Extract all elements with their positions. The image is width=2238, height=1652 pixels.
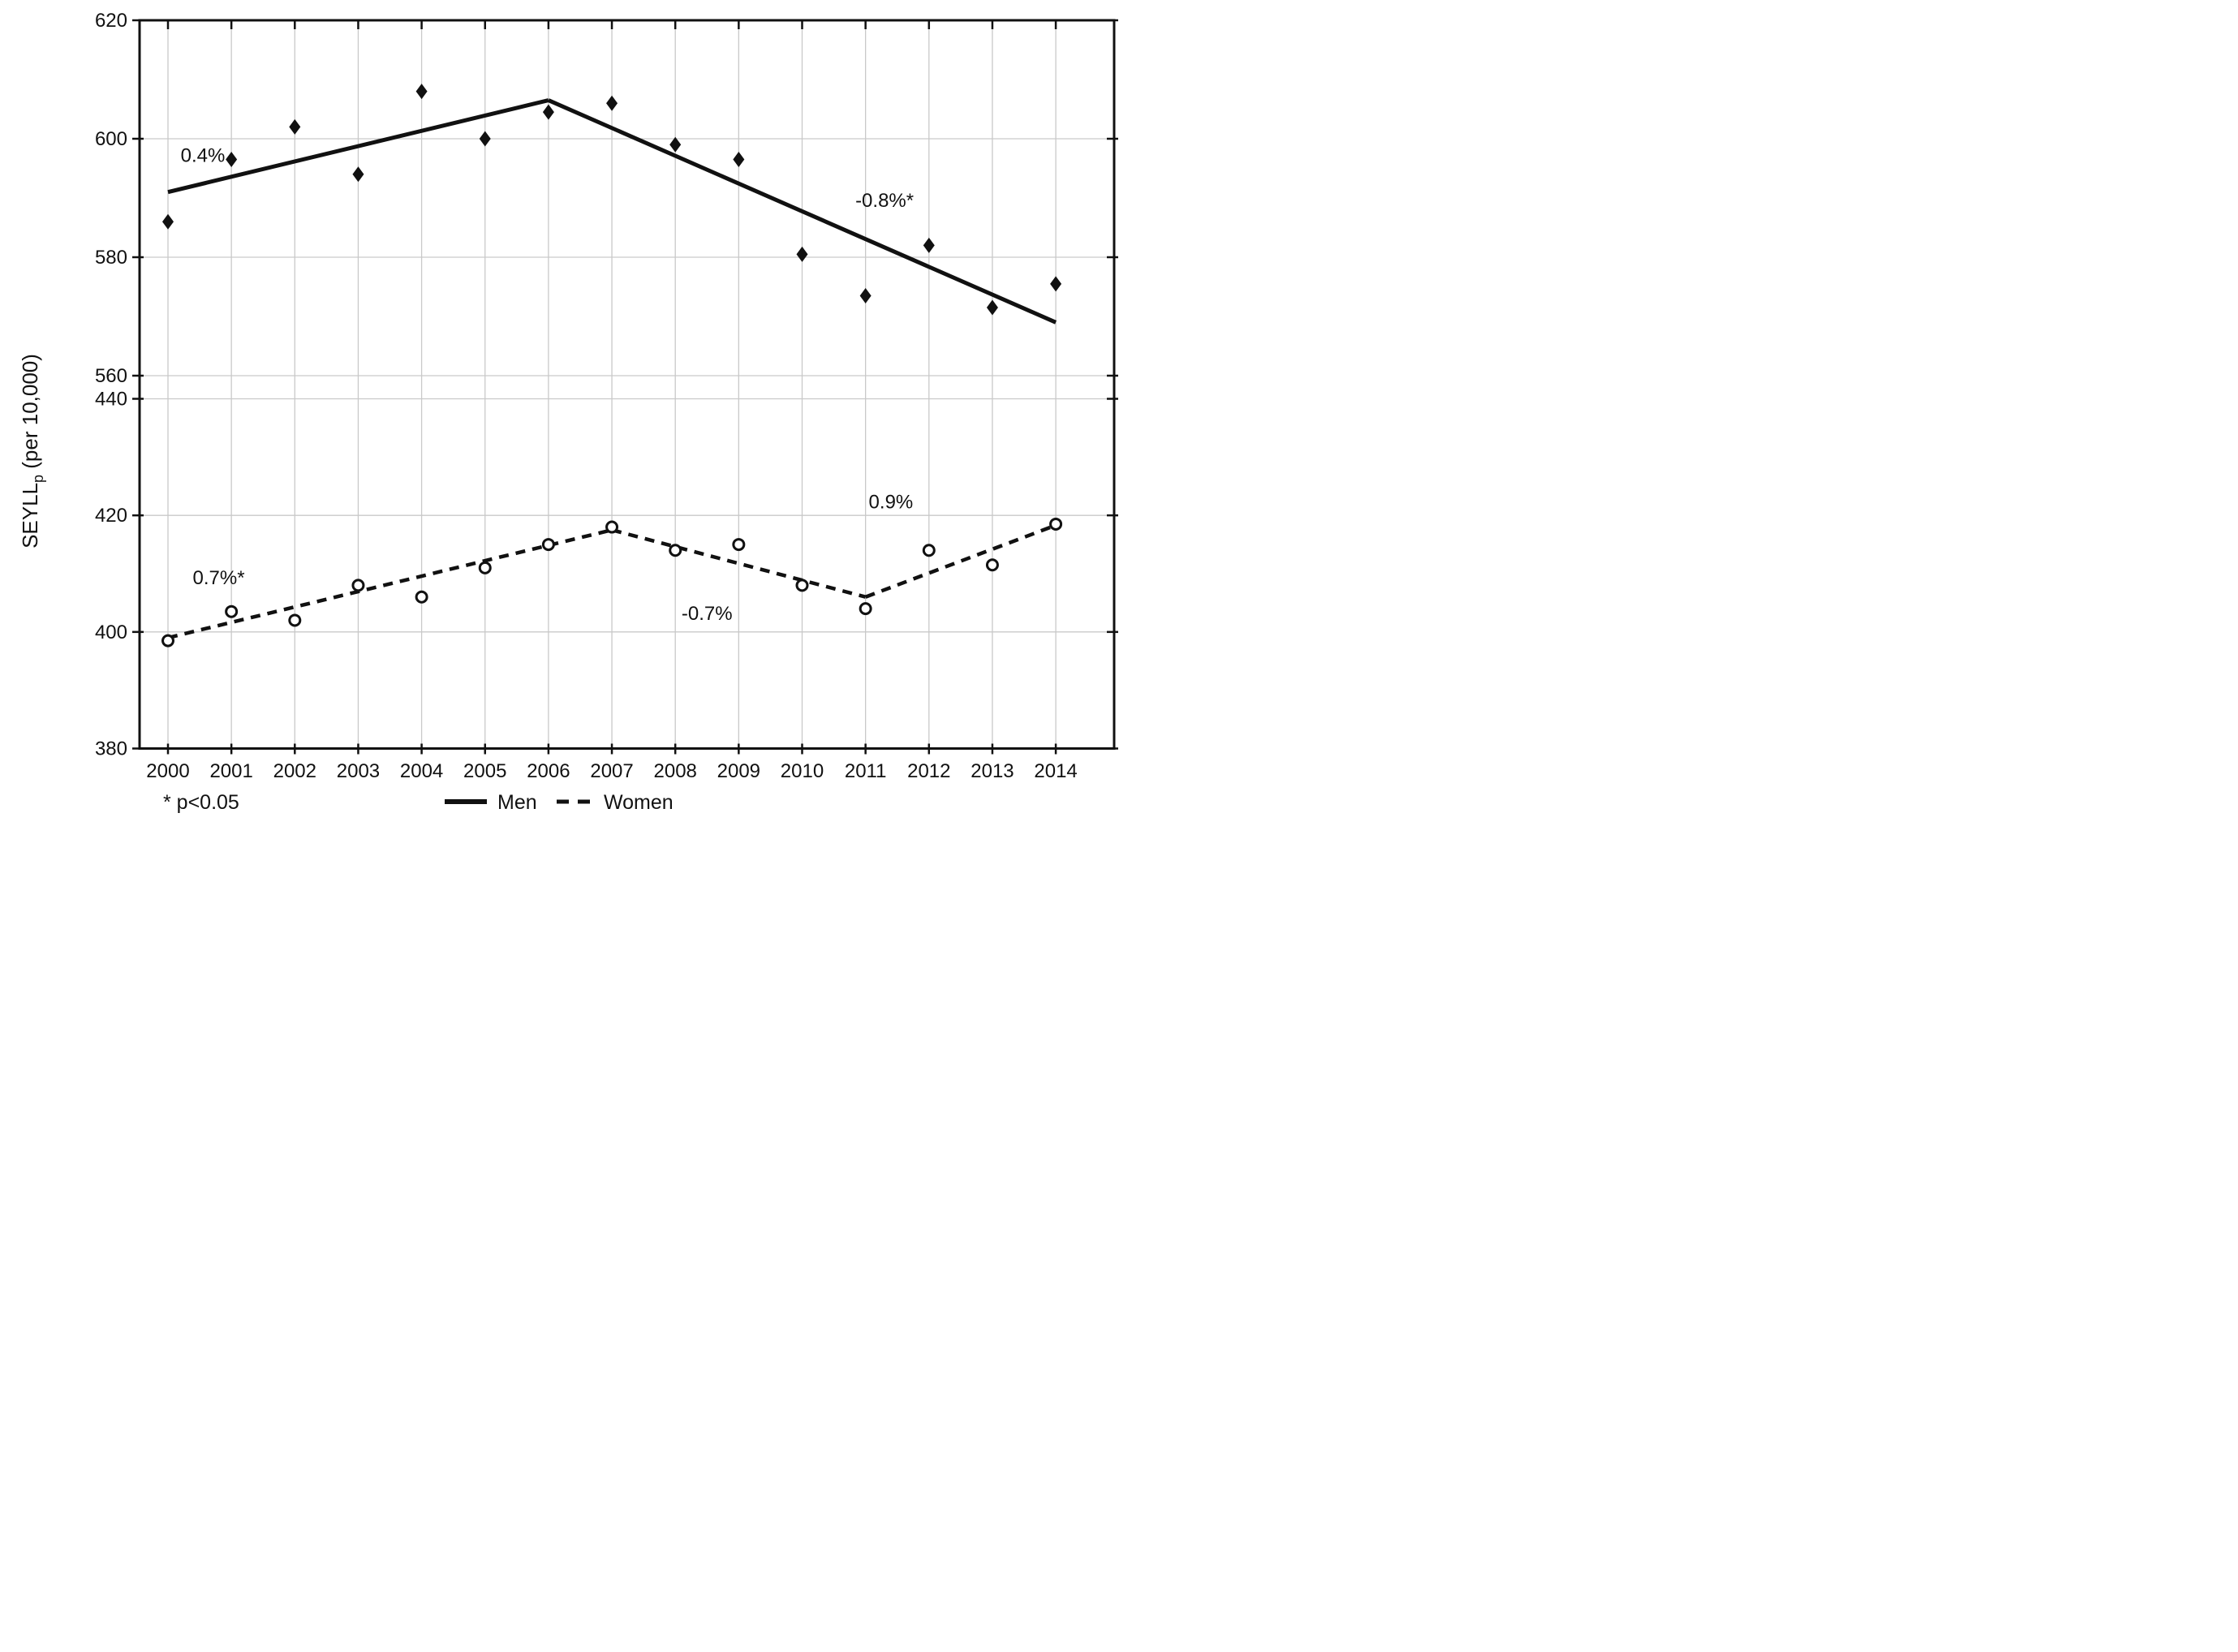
y-axis-title-main: SEYLL (18, 483, 42, 549)
x-tick-label: 2004 (400, 760, 443, 782)
x-tick-label: 2009 (717, 760, 760, 782)
plot-border (138, 19, 1116, 750)
seyll-trend-figure: 0.4% -0.8%* 0.7%* -0.7% 0.9% 2000 2001 2002 200… (0, 0, 1119, 826)
trend-slope-annotation: -0.8%* (855, 190, 914, 212)
x-tick-label: 2014 (1034, 760, 1077, 782)
women-data-point (415, 590, 428, 604)
axis-frame-layer (132, 19, 1118, 755)
women-data-point (795, 579, 809, 592)
men-data-point (542, 104, 554, 120)
trend-slope-annotation: 0.9% (869, 492, 914, 514)
women-data-point (732, 538, 746, 552)
women-data-point (859, 602, 872, 616)
men-data-point (415, 84, 428, 100)
men-data-point (733, 152, 745, 168)
men-data-point (606, 95, 618, 111)
women-trend-segment (167, 527, 613, 640)
men-data-point (479, 131, 491, 147)
x-tick-label: 2007 (590, 760, 633, 782)
y-tick-label: 600 (95, 128, 127, 150)
trend-slope-annotation: 0.4% (181, 144, 226, 166)
x-tick-label: 2010 (781, 760, 824, 782)
x-tick-label: 2001 (209, 760, 252, 782)
y-tick-label: 400 (95, 622, 127, 643)
women-data-point (922, 544, 936, 557)
x-tick-label: 2013 (971, 760, 1014, 782)
men-data-point (352, 166, 364, 183)
trend-slope-annotation: -0.7% (682, 603, 733, 625)
x-tick-label: 2008 (654, 760, 697, 782)
women-trend-segment (611, 527, 867, 599)
women-data-point (605, 520, 619, 534)
women-data-point (669, 544, 682, 557)
men-trend-segment (167, 98, 549, 195)
women-data-point (1049, 517, 1063, 531)
men-data-point (669, 136, 682, 153)
y-tick-label: 560 (95, 365, 127, 387)
women-data-point (288, 613, 302, 627)
data-layer: 0.4% -0.8%* 0.7%* -0.7% 0.9% (161, 84, 1063, 647)
y-tick-label: 580 (95, 247, 127, 269)
women-data-point (478, 561, 492, 574)
y-tick-label: 420 (95, 505, 127, 527)
men-data-point (923, 237, 935, 253)
y-tick-label: 620 (95, 10, 127, 32)
women-trend-segment (864, 523, 1057, 599)
legend-women-label: Women (604, 791, 674, 814)
x-tick-label: 2012 (907, 760, 950, 782)
significance-footnote: * p<0.05 (163, 791, 239, 814)
legend-men-label: Men (497, 791, 537, 814)
x-tick-label: 2006 (527, 760, 570, 782)
women-series: 0.7%* -0.7% 0.9% (161, 492, 1063, 647)
gridline-layer (140, 20, 1114, 749)
women-data-point (351, 579, 365, 592)
men-data-point (289, 118, 301, 135)
x-tick-label: 2011 (845, 760, 887, 782)
women-data-point (225, 604, 239, 618)
y-axis-title: SEYLLp (per 10,000) (18, 354, 46, 549)
men-series: 0.4% -0.8%* (162, 84, 1062, 325)
men-data-point (796, 246, 808, 262)
men-trend-segment (547, 98, 1057, 325)
legend: Men Women (445, 791, 674, 814)
men-data-point (859, 287, 872, 303)
x-tick-label: 2000 (146, 760, 189, 782)
men-data-point (226, 152, 238, 168)
y-axis-title-subscript: p (30, 475, 46, 483)
x-tick-label: 2005 (463, 760, 506, 782)
x-tick-label: 2002 (273, 760, 316, 782)
women-data-point (985, 558, 999, 572)
y-axis-title-units: (per 10,000) (18, 354, 42, 475)
tick-label-layer: 2000 2001 2002 2003 2004 2005 2006 2007 2008 2009… (95, 10, 1078, 782)
men-data-point (1050, 276, 1062, 292)
trend-slope-annotation: 0.7%* (192, 567, 244, 589)
y-tick-label: 440 (95, 389, 127, 411)
x-tick-label: 2003 (337, 760, 380, 782)
men-data-point (986, 299, 998, 316)
men-data-point (162, 213, 174, 230)
seyll-chart-svg: 0.4%-0.8%*0.7%*-0.7%0.9% 2000 2001 2002 200… (18, 10, 1118, 814)
women-data-point (161, 634, 174, 647)
women-data-point (541, 538, 555, 552)
y-tick-label: 380 (95, 738, 127, 760)
